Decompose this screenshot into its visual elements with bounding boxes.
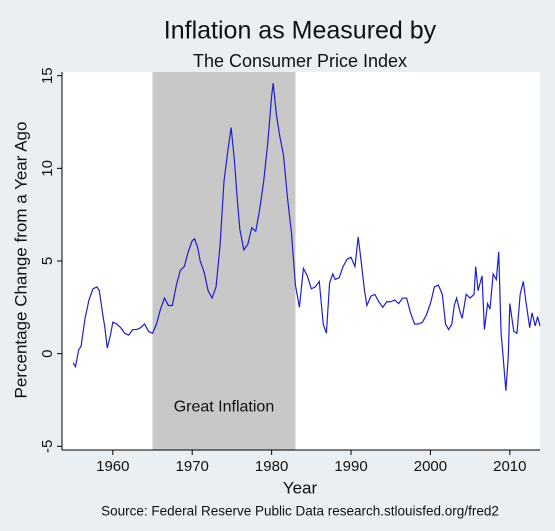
chart-title: Inflation as Measured by [164,17,437,45]
x-tick-label: 1960 [96,458,129,475]
shade-label: Great Inflation [174,399,275,416]
chart-subtitle: The Consumer Price Index [193,51,407,71]
x-tick-label: 1980 [255,458,288,475]
y-tick-label: 5 [39,257,56,265]
x-tick-label: 1990 [334,458,367,475]
source-note: Source: Federal Reserve Public Data rese… [101,504,499,519]
y-tick-label: -5 [39,440,56,453]
data-line [72,83,541,391]
x-tick-label: 2000 [414,458,447,475]
y-axis-label: Percentage Change from a Year Ago [11,122,30,399]
y-tick-label: 10 [39,160,56,177]
x-tick-label: 2010 [493,458,526,475]
y-tick-label: 15 [39,67,56,84]
plot-area [62,72,540,450]
x-tick-label: 1970 [176,458,209,475]
shaded-period [152,72,296,450]
x-axis-label: Year [283,478,318,497]
y-tick-label: 0 [39,349,56,357]
